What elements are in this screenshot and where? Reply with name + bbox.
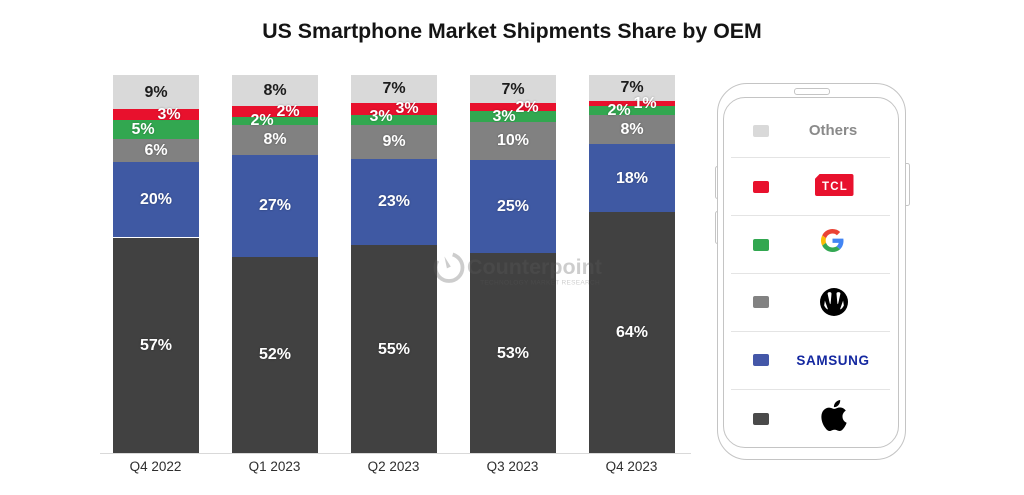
- svg-text:TECHNOLOGY MARKET RESEARCH: TECHNOLOGY MARKET RESEARCH: [480, 280, 600, 287]
- svg-text:TCL: TCL: [822, 181, 848, 193]
- svg-text:Counterpoint: Counterpoint: [467, 255, 602, 279]
